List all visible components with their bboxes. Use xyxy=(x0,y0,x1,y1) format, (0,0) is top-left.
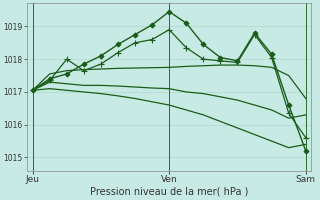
X-axis label: Pression niveau de la mer( hPa ): Pression niveau de la mer( hPa ) xyxy=(90,187,248,197)
